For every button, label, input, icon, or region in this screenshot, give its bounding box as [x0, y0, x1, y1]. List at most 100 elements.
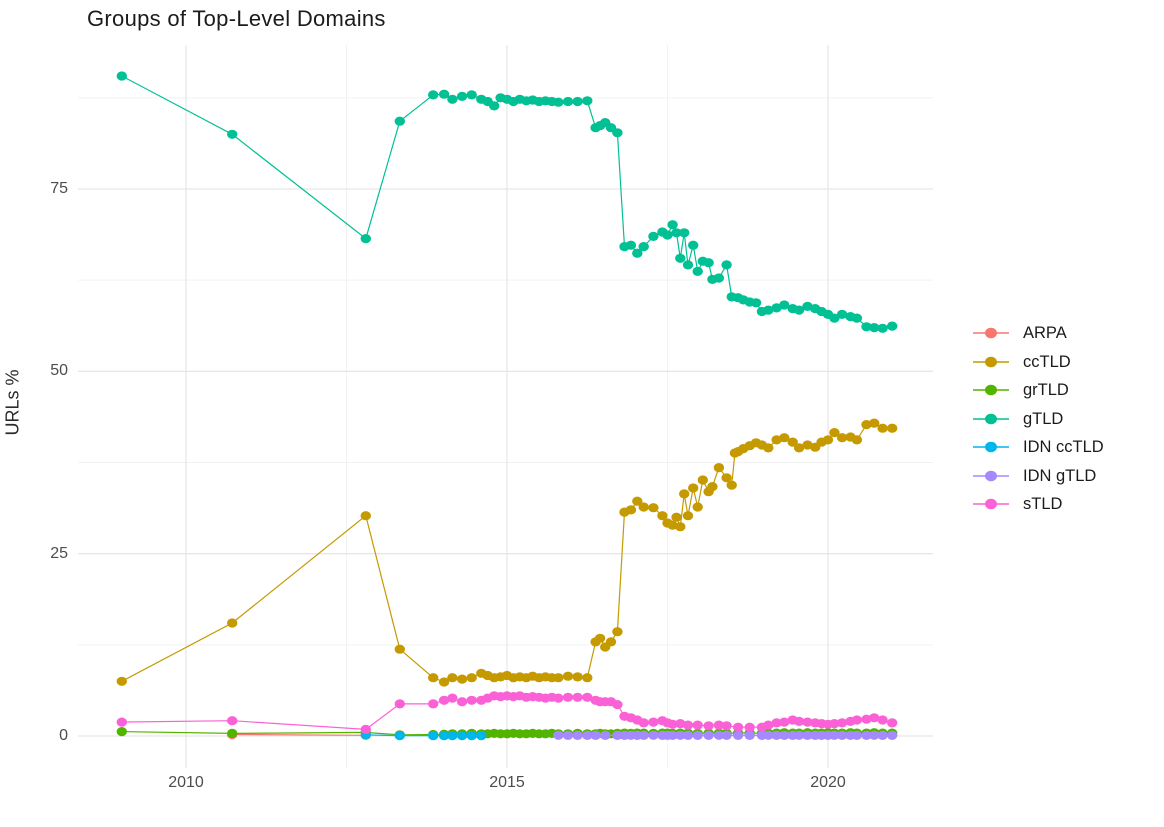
data-point[interactable] — [394, 644, 405, 654]
data-point[interactable] — [688, 483, 699, 493]
data-point[interactable] — [793, 716, 805, 727]
data-point[interactable] — [877, 730, 888, 741]
data-point[interactable] — [572, 730, 583, 741]
legend-item-gTLD[interactable]: gTLD — [972, 405, 1063, 433]
data-point[interactable] — [887, 730, 898, 741]
data-point[interactable] — [713, 273, 725, 283]
data-point[interactable] — [394, 731, 405, 741]
data-point[interactable] — [667, 719, 678, 729]
data-point[interactable] — [887, 718, 898, 728]
data-point[interactable] — [625, 240, 637, 250]
data-point[interactable] — [553, 97, 564, 107]
data-point[interactable] — [763, 720, 774, 730]
data-point[interactable] — [553, 730, 564, 740]
data-point[interactable] — [447, 673, 458, 683]
data-point[interactable] — [721, 260, 732, 270]
data-point[interactable] — [703, 721, 714, 731]
data-point[interactable] — [476, 731, 487, 741]
data-point[interactable] — [612, 627, 623, 637]
data-point[interactable] — [707, 482, 718, 492]
data-point[interactable] — [713, 463, 725, 473]
data-point[interactable] — [877, 423, 888, 433]
data-point[interactable] — [744, 730, 755, 741]
data-point[interactable] — [648, 503, 659, 513]
data-point[interactable] — [836, 730, 848, 741]
data-point[interactable] — [648, 231, 659, 241]
data-point[interactable] — [438, 677, 450, 687]
legend-item-ARPA[interactable]: ARPA — [972, 319, 1067, 347]
data-point[interactable] — [877, 715, 888, 725]
data-point[interactable] — [582, 692, 593, 702]
data-point[interactable] — [721, 730, 732, 741]
data-point[interactable] — [600, 730, 611, 741]
data-point[interactable] — [703, 730, 714, 741]
data-point[interactable] — [648, 717, 659, 727]
legend-item-ccTLD[interactable]: ccTLD — [972, 348, 1071, 376]
data-point[interactable] — [744, 722, 755, 732]
data-point[interactable] — [779, 730, 790, 741]
data-point[interactable] — [456, 697, 468, 707]
data-point[interactable] — [829, 313, 840, 323]
data-point[interactable] — [692, 502, 703, 512]
data-point[interactable] — [582, 730, 593, 741]
data-point[interactable] — [861, 730, 872, 741]
data-point[interactable] — [657, 511, 668, 521]
data-point[interactable] — [829, 719, 840, 729]
data-point[interactable] — [428, 699, 439, 709]
data-point[interactable] — [829, 428, 840, 438]
data-point[interactable] — [562, 96, 574, 107]
data-point[interactable] — [750, 298, 762, 308]
data-point[interactable] — [836, 309, 848, 319]
data-point[interactable] — [713, 720, 725, 730]
data-point[interactable] — [793, 305, 805, 315]
data-point[interactable] — [638, 718, 649, 728]
data-point[interactable] — [713, 730, 725, 740]
data-point[interactable] — [851, 313, 863, 323]
data-point[interactable] — [836, 718, 848, 728]
data-point[interactable] — [456, 674, 468, 684]
data-point[interactable] — [447, 693, 458, 703]
data-point[interactable] — [869, 323, 880, 333]
data-point[interactable] — [456, 91, 468, 101]
data-point[interactable] — [227, 728, 238, 739]
data-point[interactable] — [438, 731, 450, 741]
data-point[interactable] — [594, 633, 606, 643]
data-point[interactable] — [787, 437, 798, 447]
data-point[interactable] — [447, 731, 458, 741]
data-point[interactable] — [638, 502, 649, 512]
data-point[interactable] — [562, 692, 574, 702]
data-point[interactable] — [682, 730, 694, 741]
data-point[interactable] — [679, 228, 690, 238]
data-point[interactable] — [632, 496, 643, 506]
data-point[interactable] — [227, 618, 238, 628]
data-point[interactable] — [869, 730, 880, 740]
data-point[interactable] — [671, 512, 682, 522]
data-point[interactable] — [682, 720, 694, 730]
data-point[interactable] — [466, 673, 477, 683]
data-point[interactable] — [227, 716, 238, 726]
data-point[interactable] — [793, 443, 805, 453]
data-point[interactable] — [675, 522, 686, 532]
data-point[interactable] — [851, 730, 863, 741]
data-point[interactable] — [638, 242, 649, 252]
data-point[interactable] — [466, 731, 477, 741]
data-point[interactable] — [675, 253, 686, 263]
data-point[interactable] — [553, 673, 564, 683]
data-point[interactable] — [793, 730, 805, 740]
data-point[interactable] — [438, 695, 450, 705]
data-point[interactable] — [679, 489, 690, 499]
data-point[interactable] — [771, 718, 782, 728]
data-point[interactable] — [625, 505, 637, 515]
data-point[interactable] — [692, 720, 703, 730]
data-point[interactable] — [562, 730, 574, 741]
data-point[interactable] — [721, 721, 732, 731]
data-point[interactable] — [851, 435, 863, 445]
data-point[interactable] — [682, 260, 694, 270]
data-point[interactable] — [662, 230, 673, 240]
data-point[interactable] — [692, 266, 703, 276]
data-point[interactable] — [851, 715, 863, 725]
legend-item-IDN-ccTLD[interactable]: IDN ccTLD — [972, 433, 1104, 461]
data-point[interactable] — [394, 116, 405, 126]
data-point[interactable] — [572, 672, 583, 682]
data-point[interactable] — [836, 433, 848, 443]
